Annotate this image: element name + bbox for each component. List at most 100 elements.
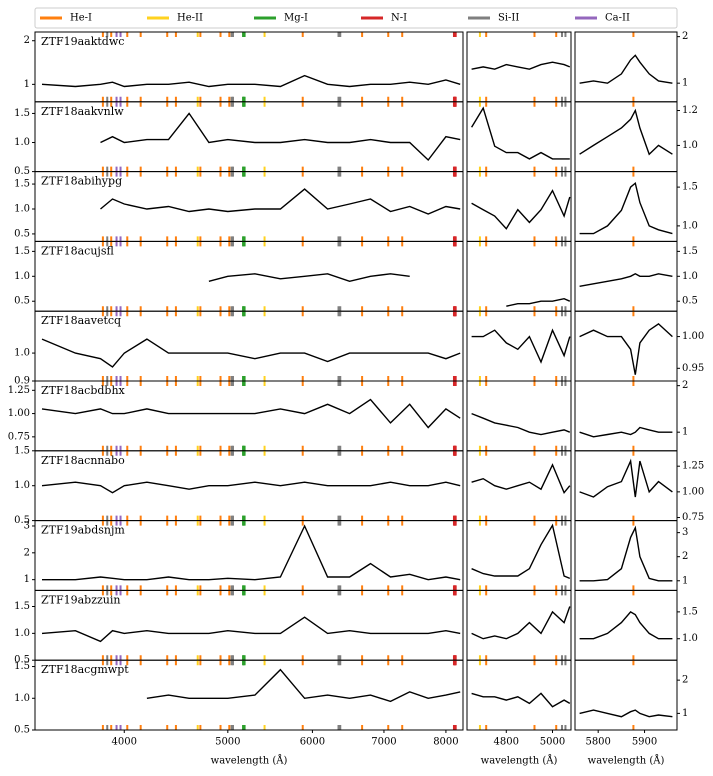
panel	[41, 311, 461, 381]
legend-box	[34, 7, 678, 29]
y-tick-label: 1.5	[14, 445, 30, 456]
y-tick-label: 1.25	[682, 461, 704, 472]
y-tick-label: 1.2	[682, 105, 698, 116]
spectrum-line	[579, 709, 673, 718]
panel	[579, 101, 673, 172]
spectrum-line	[579, 54, 673, 84]
spectrum-line	[471, 328, 571, 364]
object-name: ZTF18abihypg	[41, 175, 122, 188]
legend-label: Si-II	[498, 13, 519, 24]
y-tick-label: 2	[682, 551, 688, 562]
panel-frame	[466, 589, 572, 661]
object-name: ZTF19abzzuin	[41, 593, 121, 606]
panel	[100, 101, 461, 172]
y-tick-label: 1.5	[14, 179, 30, 190]
x-tick-label: 7000	[371, 737, 396, 748]
spectrum-line	[579, 323, 673, 375]
panel	[478, 241, 571, 312]
panel-frame	[574, 240, 678, 312]
spectrum-line	[471, 61, 571, 70]
spectrum-line	[100, 112, 461, 162]
panel	[41, 450, 461, 521]
object-name: ZTF18aavetcq	[41, 314, 121, 327]
spectrum-line	[579, 108, 673, 156]
legend-label: N-I	[391, 13, 407, 24]
y-tick-label: 1.5	[682, 606, 698, 617]
spectrum-line	[579, 273, 673, 287]
y-tick-label: 1.00	[8, 408, 30, 419]
y-tick-label: 1.5	[682, 246, 698, 257]
x-tick-label: 5000	[540, 737, 565, 748]
y-tick-label: 1.0	[14, 137, 30, 148]
panel	[579, 241, 673, 312]
y-tick-label: 1.0	[682, 140, 698, 151]
y-tick-label: 1.0	[14, 271, 30, 282]
spectrum-line	[471, 463, 571, 495]
panel	[579, 32, 673, 102]
y-tick-label: 0.5	[14, 296, 30, 307]
spectrum-line	[41, 481, 461, 494]
y-tick-label: 0.5	[682, 296, 698, 307]
panel-frame	[574, 659, 678, 731]
y-tick-label: 2	[24, 35, 30, 46]
panel-frame	[466, 659, 572, 731]
spectrum-line	[579, 458, 673, 498]
object-name: ZTF18acnnabo	[41, 454, 125, 467]
spectrum-line	[208, 273, 410, 283]
spectrum-line	[579, 181, 673, 235]
y-tick-label: 1.0	[14, 628, 30, 639]
panel-frame	[574, 101, 678, 173]
y-tick-label: 1.0	[682, 633, 698, 644]
panel	[471, 450, 571, 521]
y-tick-label: 0.75	[8, 431, 30, 442]
panel	[471, 311, 571, 381]
spectrum-line	[41, 616, 461, 643]
spectrum-line	[471, 412, 571, 436]
spectrum-line	[471, 189, 571, 230]
panel	[101, 241, 457, 312]
y-tick-label: 2	[24, 547, 30, 558]
panel	[42, 520, 461, 591]
y-tick-label: 0.5	[14, 725, 30, 736]
panel	[471, 590, 571, 661]
panel-frame	[466, 101, 572, 173]
panel	[471, 381, 571, 451]
panel	[579, 381, 673, 451]
x-axis-label: wavelength (Å)	[211, 755, 288, 767]
y-tick-label: 1.0	[14, 693, 30, 704]
x-tick-label: 5000	[215, 737, 240, 748]
y-tick-label: 0.95	[682, 363, 704, 374]
x-tick-label: 5800	[585, 737, 610, 748]
spectrum-line	[41, 398, 461, 429]
x-tick-label: 6000	[300, 737, 325, 748]
x-tick-label: 4800	[494, 737, 519, 748]
y-tick-label: 3	[24, 520, 30, 531]
y-tick-label: 2	[682, 31, 688, 42]
panel	[471, 660, 571, 730]
spectrum-line	[146, 668, 461, 703]
panel	[101, 660, 461, 730]
panel	[471, 32, 571, 102]
y-tick-label: 1.5	[14, 246, 30, 257]
legend-label: He-I	[70, 13, 92, 24]
y-tick-label: 1.5	[682, 182, 698, 193]
panel	[579, 171, 673, 242]
spectrum-line	[471, 523, 571, 580]
legend-label: Mg-I	[284, 13, 308, 24]
object-name: ZTF19aaktdwc	[41, 35, 124, 48]
object-name: ZTF19abdsnjm	[41, 524, 125, 537]
y-tick-label: 1.0	[682, 220, 698, 231]
y-tick-label: 1	[682, 427, 688, 438]
spectrum-line	[41, 74, 461, 88]
y-tick-label: 0.5	[14, 166, 30, 177]
spectrum-line	[579, 426, 673, 438]
spectrum-line	[100, 188, 461, 215]
y-tick-label: 0.5	[14, 515, 30, 526]
y-tick-label: 1.5	[14, 661, 30, 672]
panel-frame	[466, 380, 572, 452]
panel	[579, 450, 673, 521]
object-name: ZTF18acgmwpt	[41, 663, 129, 676]
panel-frame	[574, 380, 678, 452]
panel	[471, 520, 571, 591]
x-axis-label: wavelength (Å)	[481, 755, 558, 767]
